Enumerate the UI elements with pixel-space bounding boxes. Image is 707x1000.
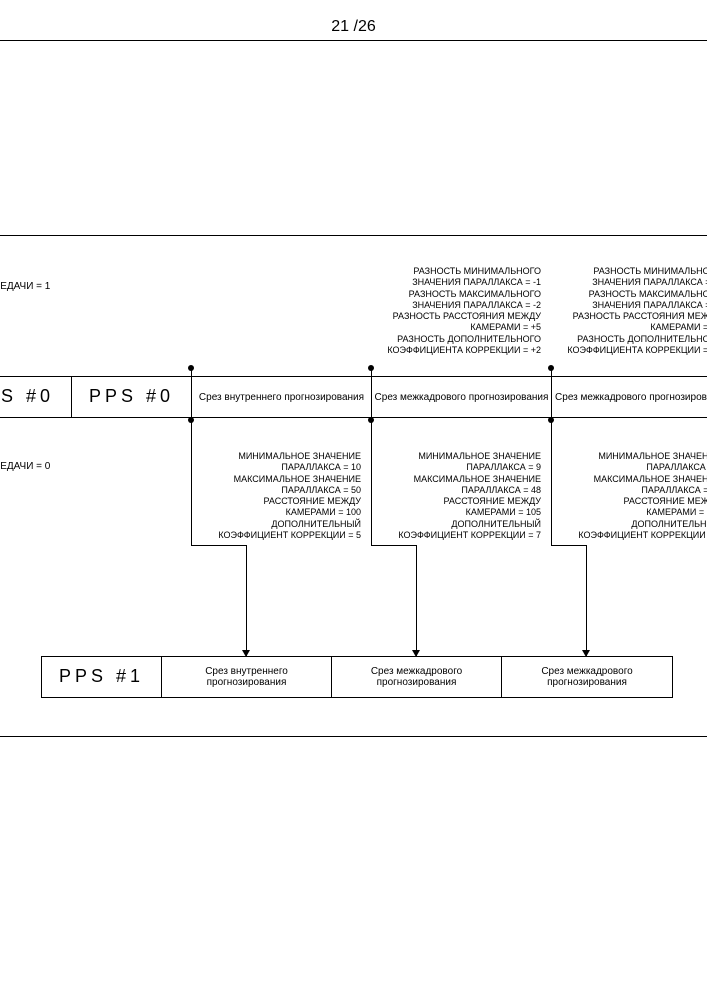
param-line: РАЗНОСТЬ МИНИМАЛЬНОГО <box>567 266 707 277</box>
param-line: ЗНАЧЕНИЯ ПАРАЛЛАКСА = -2 <box>387 300 541 311</box>
flag-label-1: ФЛАГ ПЕРЕДАЧИ = 1 <box>0 281 50 292</box>
param-line: МАКСИМАЛЬНОЕ ЗНАЧЕНИЕ <box>218 474 361 485</box>
param-line: РАЗНОСТЬ МИНИМАЛЬНОГО <box>387 266 541 277</box>
dot <box>188 365 194 371</box>
param-line: РАЗНОСТЬ МАКСИМАЛЬНОГО <box>567 289 707 300</box>
param-line: МАКСИМАЛЬНОЕ ЗНАЧЕНИЕ <box>578 474 707 485</box>
value-block-0: МИНИМАЛЬНОЕ ЗНАЧЕНИЕПАРАЛЛАКСА = 10МАКСИ… <box>218 451 361 541</box>
param-line: КОЭФФИЦИЕНТА КОРРЕКЦИИ = +1 <box>567 345 707 356</box>
diff-block-0: РАЗНОСТЬ МИНИМАЛЬНОГОЗНАЧЕНИЯ ПАРАЛЛАКСА… <box>387 266 541 356</box>
connector <box>371 545 416 547</box>
param-line: ЗНАЧЕНИЯ ПАРАЛЛАКСА = -1 <box>387 277 541 288</box>
connector <box>191 545 246 547</box>
diff-block-1: РАЗНОСТЬ МИНИМАЛЬНОГОЗНАЧЕНИЯ ПАРАЛЛАКСА… <box>567 266 707 356</box>
param-line: КОЭФФИЦИЕНТ КОРРЕКЦИИ = 5 <box>218 530 361 541</box>
slice-cell: Срез межкадрового прогнозирования <box>372 377 552 417</box>
param-line: ПАРАЛЛАКСА = 10 <box>218 462 361 473</box>
connector <box>551 420 553 449</box>
arrow-down <box>246 545 248 656</box>
slice-cell: Срез межкадрового прогнозирования <box>502 657 672 697</box>
arrow-down <box>416 545 418 656</box>
stream-1: SPS #0PPS #0Срез внутреннего прогнозиров… <box>0 376 707 418</box>
header-cell: PPS #1 <box>42 657 162 697</box>
param-line: КОЭФФИЦИЕНТА КОРРЕКЦИИ = +2 <box>387 345 541 356</box>
param-line: РАССТОЯНИЕ МЕЖДУ <box>218 496 361 507</box>
param-line: ДОПОЛНИТЕЛЬНЫЙ <box>398 519 541 530</box>
param-line: ДОПОЛНИТЕЛЬНЫЙ <box>578 519 707 530</box>
param-line: КОЭФФИЦИЕНТ КОРРЕКЦИИ = 8 <box>578 530 707 541</box>
param-line: РАЗНОСТЬ ДОПОЛНИТЕЛЬНОГО <box>387 334 541 345</box>
param-line: ПАРАЛЛАКСА = 48 <box>398 485 541 496</box>
dot <box>368 365 374 371</box>
param-line: МАКСИМАЛЬНОЕ ЗНАЧЕНИЕ <box>398 474 541 485</box>
param-line: КАМЕРАМИ = 110 <box>578 507 707 518</box>
param-line: РАЗНОСТЬ ДОПОЛНИТЕЛЬНОГО <box>567 334 707 345</box>
param-line: ЗНАЧЕНИЯ ПАРАЛЛАКСА = -2 <box>567 277 707 288</box>
slice-cell: Срез межкадрового прогнозирования <box>552 377 707 417</box>
value-block-2: МИНИМАЛЬНОЕ ЗНАЧЕНИЕПАРАЛЛАКСА = 7МАКСИМ… <box>578 451 707 541</box>
param-line: РАЗНОСТЬ РАССТОЯНИЯ МЕЖДУ <box>567 311 707 322</box>
param-line: ПАРАЛЛАКСА = 9 <box>398 462 541 473</box>
param-line: КАМЕРАМИ = +5 <box>567 322 707 333</box>
header-cell: SPS #0 <box>0 377 72 417</box>
page-number: 21 /26 <box>0 18 707 41</box>
connector <box>191 420 193 449</box>
connector <box>551 449 553 545</box>
stream-2: PPS #1Срез внутреннего прогнозированияСр… <box>41 656 673 698</box>
connector <box>551 545 586 547</box>
param-line: МИНИМАЛЬНОЕ ЗНАЧЕНИЕ <box>578 451 707 462</box>
param-line: ПАРАЛЛАКСА = 50 <box>218 485 361 496</box>
value-block-1: МИНИМАЛЬНОЕ ЗНАЧЕНИЕПАРАЛЛАКСА = 9МАКСИМ… <box>398 451 541 541</box>
param-line: КАМЕРАМИ = 105 <box>398 507 541 518</box>
connector <box>191 449 193 545</box>
slice-cell: Срез внутреннего прогнозирования <box>162 657 332 697</box>
param-line: ПАРАЛЛАКСА = 7 <box>578 462 707 473</box>
connector <box>371 420 373 449</box>
diagram-frame: Фиг. 23 ФЛАГ ПЕРЕДАЧИ = 1SPS #0PPS #0Сре… <box>0 235 707 737</box>
param-line: РАССТОЯНИЕ МЕЖДУ <box>578 496 707 507</box>
param-line: КОЭФФИЦИЕНТ КОРРЕКЦИИ = 7 <box>398 530 541 541</box>
slice-cell: Срез межкадрового прогнозирования <box>332 657 502 697</box>
param-line: РАЗНОСТЬ РАССТОЯНИЯ МЕЖДУ <box>387 311 541 322</box>
param-line: МИНИМАЛЬНОЕ ЗНАЧЕНИЕ <box>398 451 541 462</box>
param-line: МИНИМАЛЬНОЕ ЗНАЧЕНИЕ <box>218 451 361 462</box>
dot <box>548 365 554 371</box>
param-line: ДОПОЛНИТЕЛЬНЫЙ <box>218 519 361 530</box>
param-line: РАССТОЯНИЕ МЕЖДУ <box>398 496 541 507</box>
header-cell: PPS #0 <box>72 377 192 417</box>
connector <box>371 449 373 545</box>
slice-cell: Срез внутреннего прогнозирования <box>192 377 372 417</box>
param-line: ПАРАЛЛАКСА = 47 <box>578 485 707 496</box>
param-line: КАМЕРАМИ = 100 <box>218 507 361 518</box>
arrow-down <box>586 545 588 656</box>
flag-label-0: ФЛАГ ПЕРЕДАЧИ = 0 <box>0 461 50 472</box>
param-line: ЗНАЧЕНИЯ ПАРАЛЛАКСА = -1 <box>567 300 707 311</box>
param-line: РАЗНОСТЬ МАКСИМАЛЬНОГО <box>387 289 541 300</box>
param-line: КАМЕРАМИ = +5 <box>387 322 541 333</box>
